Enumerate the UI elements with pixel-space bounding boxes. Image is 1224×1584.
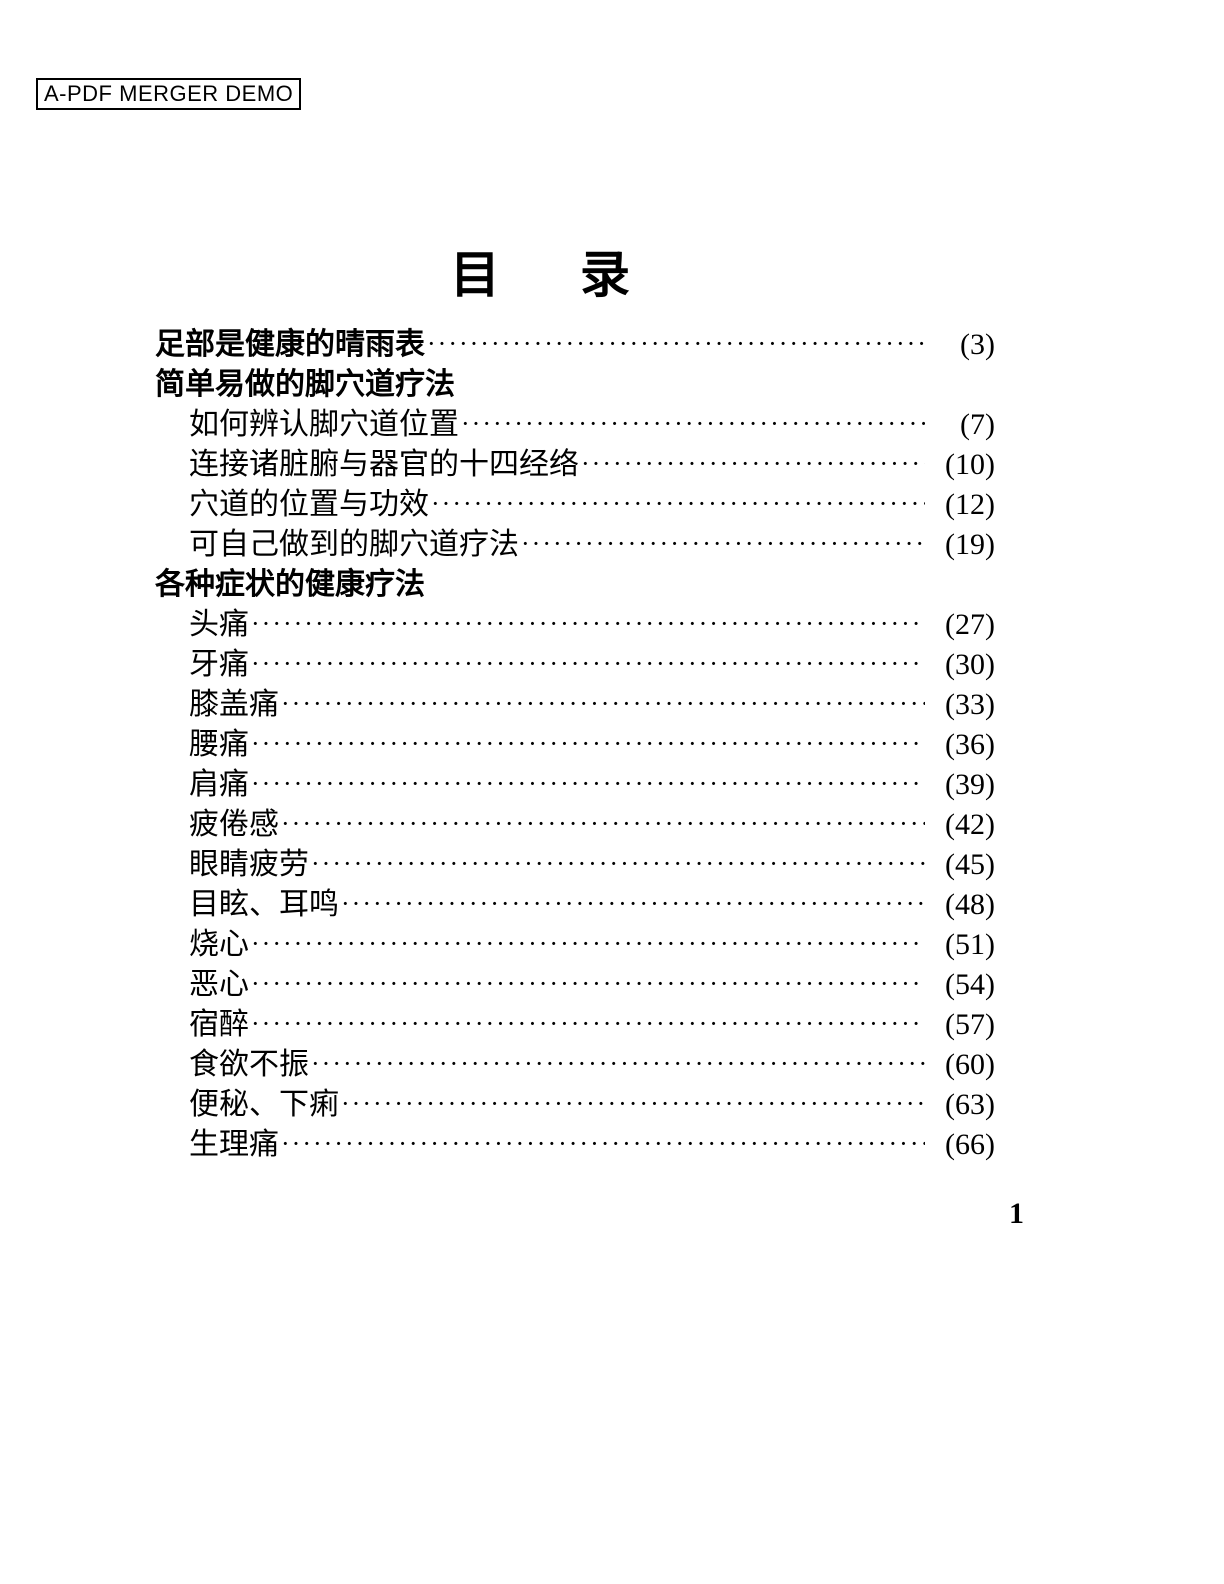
toc-entry-label: 眼睛疲劳: [189, 850, 309, 880]
toc-row: 眼睛疲劳 (45): [155, 850, 995, 880]
toc-row: 简单易做的脚穴道疗法: [155, 370, 995, 400]
toc-leader-dots: [249, 771, 925, 797]
toc-leader-dots: [339, 891, 925, 917]
toc-entry-label: 可自己做到的脚穴道疗法: [189, 530, 519, 560]
toc-row: 恶心 (54): [155, 970, 995, 1000]
toc-section-label: 足部是健康的晴雨表: [155, 330, 425, 360]
toc-leader-dots: [425, 331, 925, 357]
toc-entry-label: 头痛: [189, 610, 249, 640]
toc-page-number: (51): [925, 930, 995, 960]
toc-leader-dots: [249, 611, 925, 637]
toc-leader-dots: [309, 1051, 925, 1077]
toc-entry-label: 连接诸脏腑与器官的十四经络: [189, 450, 579, 480]
toc-row: 便秘、下痢 (63): [155, 1090, 995, 1120]
page-number: 1: [1009, 1197, 1024, 1231]
toc-entry-label: 肩痛: [189, 770, 249, 800]
toc-leader-dots: [249, 931, 925, 957]
toc-page-number: (54): [925, 970, 995, 1000]
toc-leader-dots: [429, 491, 925, 517]
toc-row: 牙痛 (30): [155, 650, 995, 680]
pdf-merger-watermark: A-PDF MERGER DEMO: [36, 78, 301, 110]
toc-leader-dots: [459, 411, 925, 437]
toc-row: 如何辨认脚穴道位置 (7): [155, 410, 995, 440]
toc-leader-dots: [249, 971, 925, 997]
toc-page-number: (42): [925, 810, 995, 840]
toc-leader-dots: [309, 851, 925, 877]
toc-entry-label: 便秘、下痢: [189, 1090, 339, 1120]
toc-row: 目眩、耳鸣 (48): [155, 890, 995, 920]
toc-row: 生理痛 (66): [155, 1130, 995, 1160]
toc-entry-label: 膝盖痛: [189, 690, 279, 720]
toc-page-number: (39): [925, 770, 995, 800]
table-of-contents: 足部是健康的晴雨表 (3) 简单易做的脚穴道疗法如何辨认脚穴道位置 (7) 连接诸脏腑与…: [155, 330, 995, 1170]
toc-leader-dots: [579, 451, 925, 477]
toc-page-number: (19): [925, 530, 995, 560]
toc-entry-label: 目眩、耳鸣: [189, 890, 339, 920]
toc-leader-dots: [249, 731, 925, 757]
toc-leader-dots: [279, 691, 925, 717]
toc-entry-label: 生理痛: [189, 1130, 279, 1160]
toc-row: 宿醉 (57): [155, 1010, 995, 1040]
toc-entry-label: 牙痛: [189, 650, 249, 680]
toc-row: 头痛 (27): [155, 610, 995, 640]
toc-leader-dots: [279, 1131, 925, 1157]
toc-entry-label: 宿醉: [189, 1010, 249, 1040]
toc-page-number: (30): [925, 650, 995, 680]
toc-entry-label: 烧心: [189, 930, 249, 960]
toc-row: 可自己做到的脚穴道疗法 (19): [155, 530, 995, 560]
toc-leader-dots: [339, 1091, 925, 1117]
toc-row: 连接诸脏腑与器官的十四经络 (10): [155, 450, 995, 480]
toc-row: 足部是健康的晴雨表 (3): [155, 330, 995, 360]
toc-page-number: (27): [925, 610, 995, 640]
toc-page-number: (33): [925, 690, 995, 720]
toc-page-number: (66): [925, 1130, 995, 1160]
toc-leader-dots: [249, 1011, 925, 1037]
toc-page-number: (57): [925, 1010, 995, 1040]
toc-row: 肩痛 (39): [155, 770, 995, 800]
toc-section-label: 各种症状的健康疗法: [155, 570, 425, 600]
toc-row: 食欲不振 (60): [155, 1050, 995, 1080]
toc-entry-label: 恶心: [189, 970, 249, 1000]
toc-row: 腰痛 (36): [155, 730, 995, 760]
toc-page-number: (48): [925, 890, 995, 920]
toc-page-number: (36): [925, 730, 995, 760]
toc-entry-label: 腰痛: [189, 730, 249, 760]
toc-entry-label: 穴道的位置与功效: [189, 490, 429, 520]
toc-entry-label: 如何辨认脚穴道位置: [189, 410, 459, 440]
document-page: A-PDF MERGER DEMO 目录 足部是健康的晴雨表 (3) 简单易做的脚穴…: [0, 0, 1224, 1584]
toc-leader-dots: [249, 651, 925, 677]
toc-page-number: (12): [925, 490, 995, 520]
toc-page-number: (10): [925, 450, 995, 480]
toc-row: 烧心 (51): [155, 930, 995, 960]
toc-page-number: (45): [925, 850, 995, 880]
toc-row: 疲倦感 (42): [155, 810, 995, 840]
toc-row: 穴道的位置与功效 (12): [155, 490, 995, 520]
toc-page-number: (3): [925, 330, 995, 360]
toc-page-number: (63): [925, 1090, 995, 1120]
toc-section-label: 简单易做的脚穴道疗法: [155, 370, 455, 400]
toc-leader-dots: [279, 811, 925, 837]
toc-page-number: (60): [925, 1050, 995, 1080]
toc-entry-label: 食欲不振: [189, 1050, 309, 1080]
page-title: 目录: [0, 235, 1080, 307]
toc-entry-label: 疲倦感: [189, 810, 279, 840]
toc-page-number: (7): [925, 410, 995, 440]
toc-leader-dots: [519, 531, 925, 557]
toc-row: 膝盖痛 (33): [155, 690, 995, 720]
toc-row: 各种症状的健康疗法: [155, 570, 995, 600]
